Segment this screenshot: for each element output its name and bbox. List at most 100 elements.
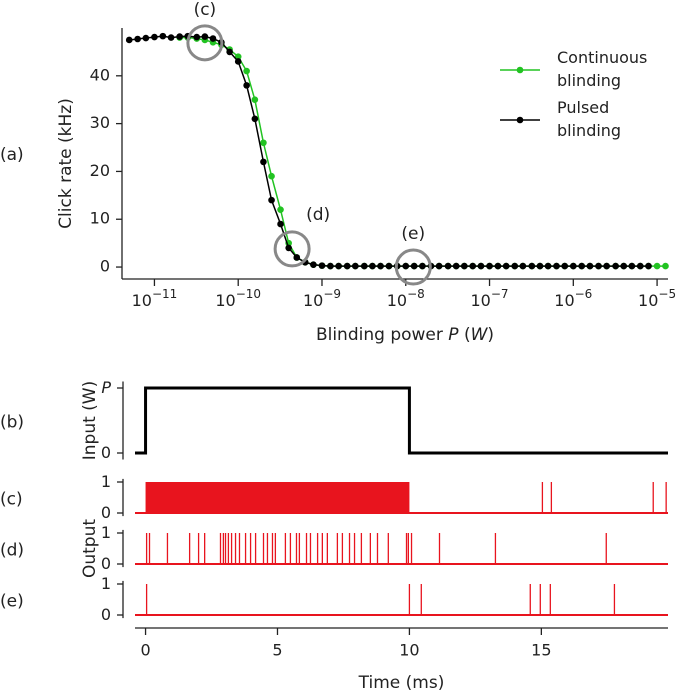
data-point (193, 33, 201, 41)
data-point (570, 262, 577, 270)
data-point (469, 262, 477, 270)
data-point (612, 262, 619, 270)
data-point (603, 262, 610, 270)
data-point (151, 33, 158, 41)
data-point (461, 262, 468, 270)
annotation-circle (394, 248, 432, 286)
annotation-circle (273, 230, 311, 268)
legend-label: Continuous blinding (557, 48, 652, 90)
annotation-label: (e) (401, 224, 425, 244)
data-point (452, 262, 460, 270)
panel-label: (e) (0, 592, 24, 612)
x-tick-label: 10−11 (132, 287, 178, 310)
data-point (578, 262, 586, 270)
data-point (277, 220, 284, 228)
y-tick-label: 30 (90, 113, 110, 132)
spike-burst (145, 482, 410, 513)
data-point (435, 262, 443, 270)
panel-label: (c) (0, 490, 23, 510)
data-point (528, 262, 536, 270)
data-point (361, 262, 368, 270)
x-axis-label: Time (ms) (358, 673, 445, 693)
annotation-label: (d) (306, 205, 330, 225)
data-point (486, 262, 493, 270)
data-point (260, 158, 267, 166)
data-point (385, 262, 393, 270)
data-point (268, 172, 275, 180)
x-tick-label: 5 (272, 641, 282, 660)
data-point (628, 262, 636, 270)
panel-label: (b) (0, 413, 24, 433)
x-tick-label: 10−6 (554, 287, 592, 310)
data-point (268, 196, 275, 204)
data-point (209, 35, 217, 42)
data-point (327, 262, 334, 270)
data-point (167, 34, 175, 41)
y-tick-label: 0 (101, 443, 111, 462)
y-tick-label: 1 (101, 523, 111, 542)
data-point (293, 254, 301, 261)
data-point (176, 33, 183, 40)
data-point (494, 262, 502, 270)
y-tick-label: 1 (101, 574, 111, 593)
y-tick-label: 40 (90, 65, 110, 84)
x-tick-label: 10 (399, 641, 419, 660)
x-axis-label: Blinding power P (W) (316, 325, 494, 345)
data-point (544, 262, 552, 270)
data-point (419, 262, 426, 270)
data-point (502, 262, 510, 270)
data-point (595, 262, 602, 270)
y-axis-label: Click rate (kHz) (56, 98, 76, 229)
data-point (243, 67, 250, 75)
data-point (653, 262, 661, 270)
data-point (125, 36, 133, 44)
y-tick-label: 1 (101, 472, 111, 491)
data-point (159, 32, 167, 40)
data-point (444, 262, 452, 270)
y-axis-label: Output (80, 519, 100, 578)
data-point (243, 82, 250, 89)
data-point (234, 53, 242, 60)
data-point (234, 58, 242, 65)
data-point (561, 262, 569, 270)
data-point (318, 262, 326, 269)
legend-marker (516, 66, 524, 74)
data-point (410, 262, 418, 270)
legend-marker (516, 116, 524, 124)
y-axis-label: Input (W) (80, 381, 100, 461)
x-tick-label: 10−10 (215, 287, 261, 310)
data-point (142, 34, 150, 42)
legend-label: Pulsed blinding (557, 98, 621, 140)
data-point (369, 262, 376, 270)
data-point (310, 261, 317, 268)
data-point (251, 96, 259, 104)
x-tick-label: 10−7 (471, 287, 509, 310)
data-point (260, 139, 267, 147)
data-point (477, 262, 485, 270)
y-tick-label: 20 (90, 161, 110, 180)
data-point (343, 262, 351, 270)
data-point (586, 262, 594, 270)
data-point (645, 262, 652, 270)
data-point (352, 262, 359, 270)
data-point (377, 262, 384, 270)
data-point (251, 115, 259, 123)
data-point (335, 262, 342, 270)
data-point (636, 262, 644, 270)
data-point (402, 262, 410, 270)
data-point (285, 244, 292, 252)
y-tick-label: 0 (101, 503, 111, 522)
panel-label: (d) (0, 541, 24, 561)
annotation-label: (c) (194, 0, 217, 20)
data-point (536, 262, 544, 270)
data-point (201, 33, 209, 40)
data-point (620, 262, 628, 270)
x-tick-label: 10−8 (387, 287, 425, 310)
data-point (553, 262, 560, 270)
y-tick-label: P (101, 378, 111, 397)
y-tick-label: 0 (100, 257, 110, 276)
x-tick-label: 10−9 (303, 287, 341, 310)
data-point (519, 262, 527, 270)
data-point (226, 48, 233, 56)
